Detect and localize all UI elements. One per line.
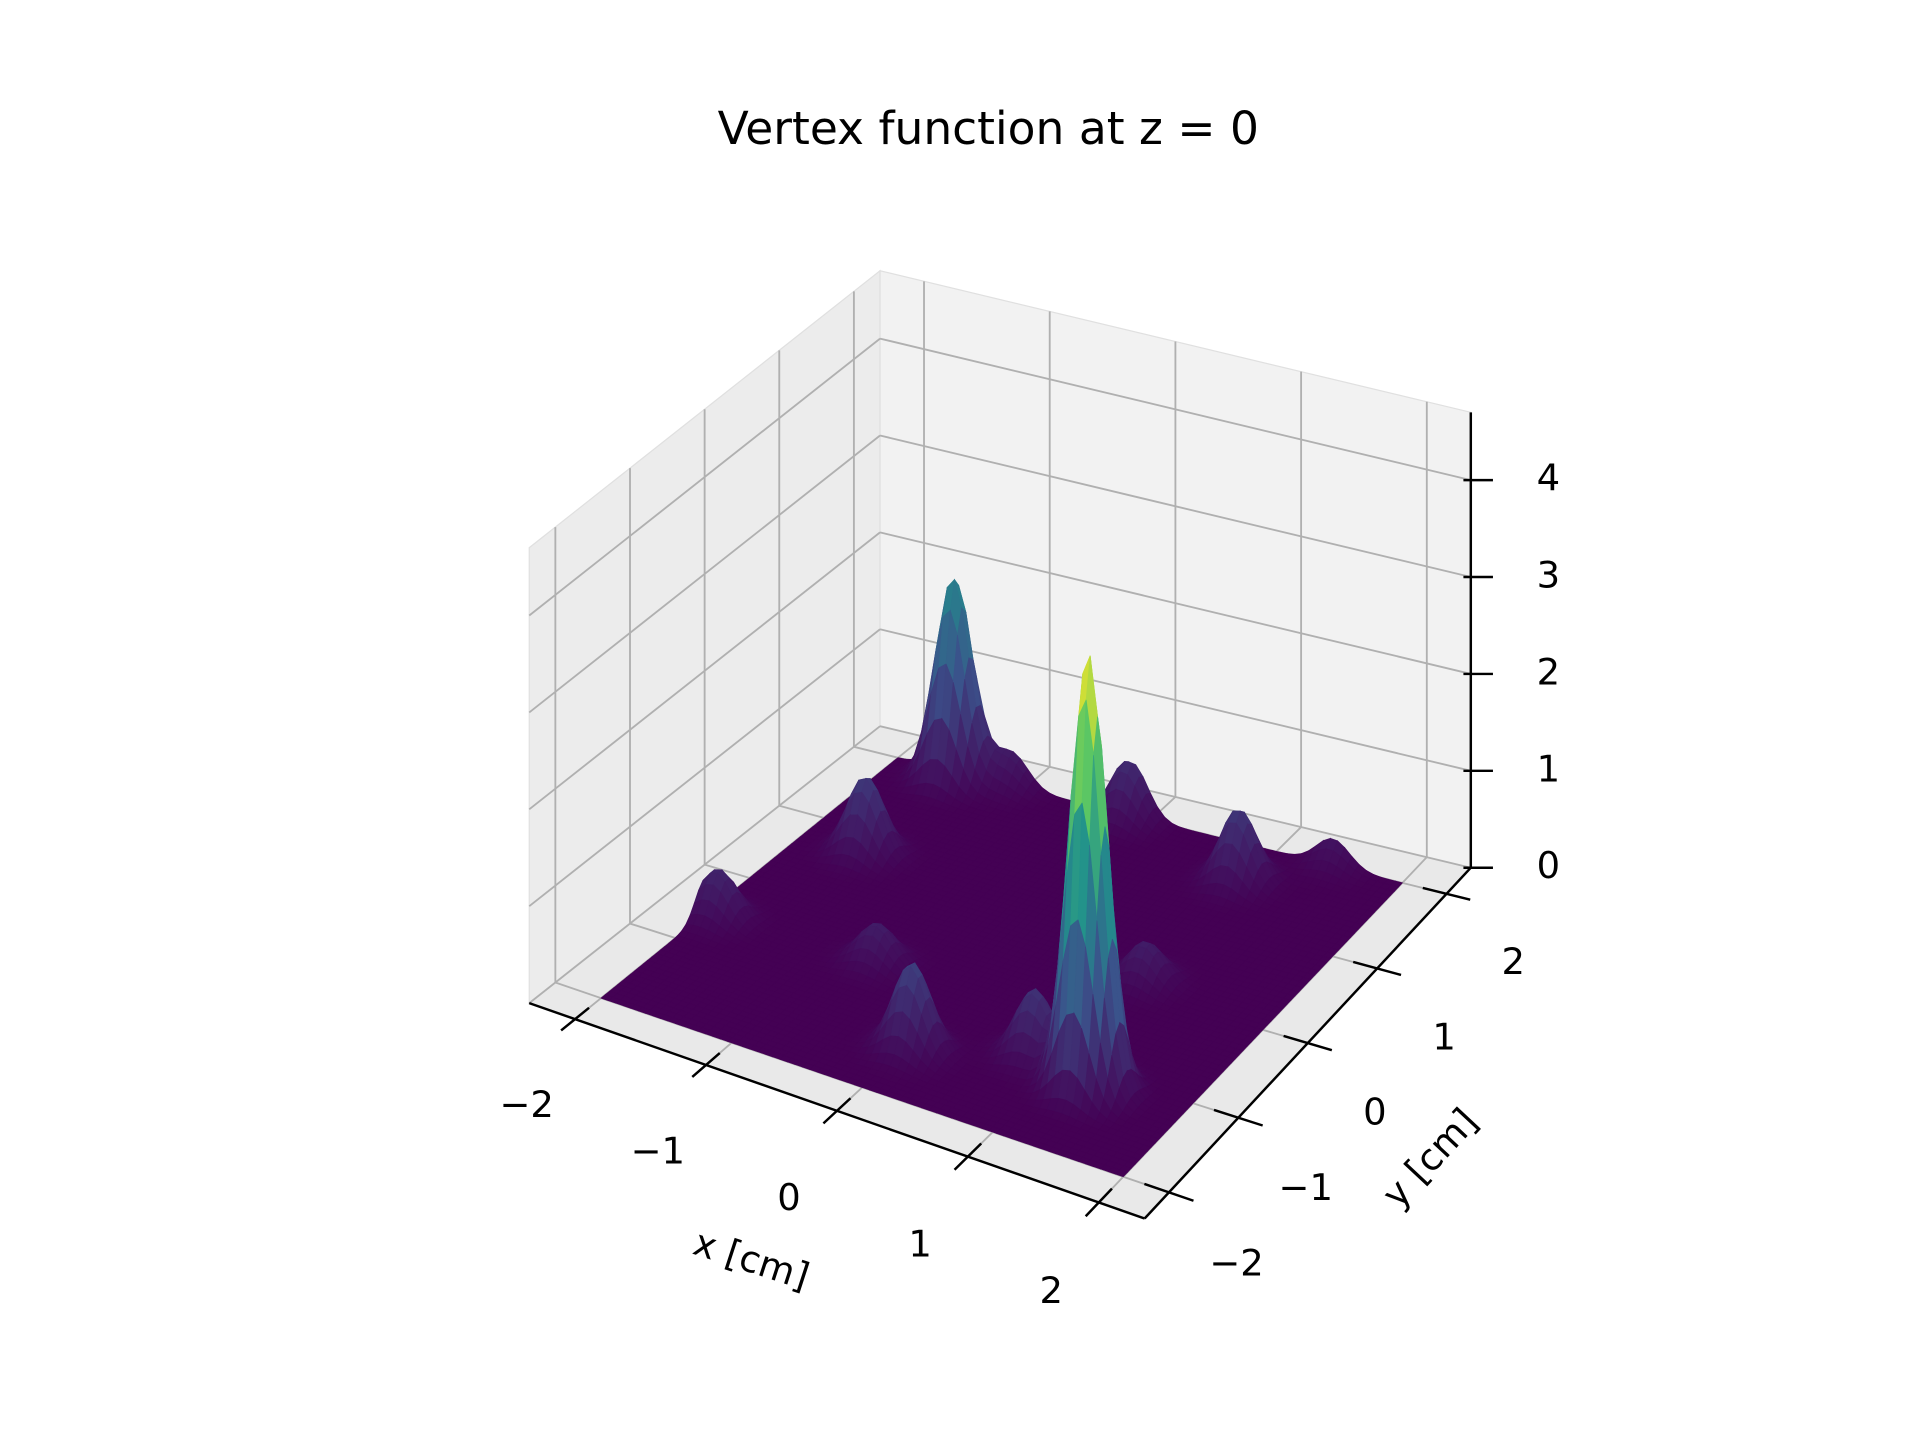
grid-line	[879, 337, 1472, 482]
grid-line	[528, 337, 881, 617]
y-tick-label: −1	[1279, 1166, 1333, 1209]
y-tick-label: 1	[1432, 1015, 1455, 1058]
grid-line	[879, 434, 1472, 578]
z-tick-label: 0	[1537, 844, 1560, 887]
plot: Vertex function at z = 0 −2 −1 0 1 2 −2 −1 0 1 2 0…	[499, 102, 1560, 1312]
grid-line	[879, 628, 1472, 772]
grid-line	[879, 531, 1472, 675]
grid-line	[528, 434, 881, 714]
x-tick-label: 2	[1039, 1269, 1062, 1312]
z-tick-label: 3	[1537, 554, 1560, 597]
grid-line	[528, 725, 881, 1004]
y-tick-label: 0	[1363, 1091, 1386, 1134]
z-tick-label: 1	[1537, 747, 1560, 790]
x-tick-label: −1	[631, 1130, 685, 1173]
z-tick-label: 4	[1537, 457, 1560, 500]
chart-title: Vertex function at z = 0	[718, 102, 1259, 155]
y-tick-label: 2	[1502, 940, 1525, 983]
y-axis-label: y [cm]	[1374, 1100, 1486, 1216]
grid-line	[528, 531, 881, 811]
x-tick-label: 1	[908, 1223, 931, 1266]
grid-line	[528, 628, 881, 907]
x-axis-label: x [cm]	[688, 1221, 814, 1299]
x-tick-label: 0	[777, 1176, 800, 1219]
y-tick-label: −2	[1209, 1241, 1263, 1284]
z-tick-label: 2	[1537, 650, 1560, 693]
x-tick-label: −2	[499, 1083, 553, 1126]
surface	[600, 578, 1404, 1178]
